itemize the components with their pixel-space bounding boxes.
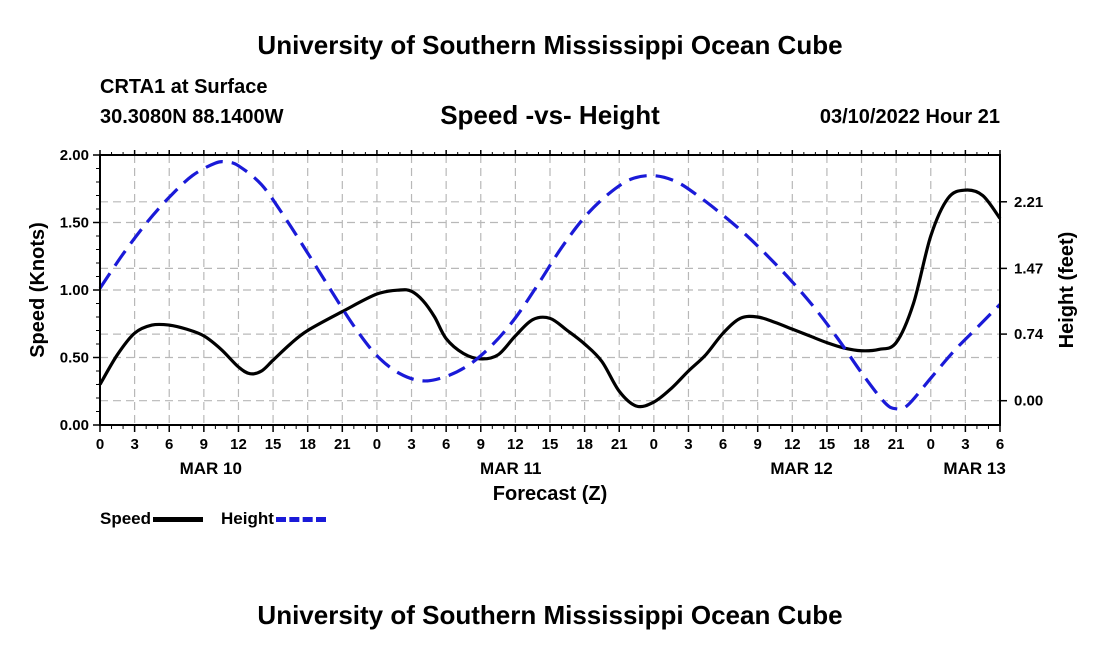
y-tick-label: 0.00 xyxy=(60,417,89,434)
y-tick-label: 0.50 xyxy=(60,350,89,367)
x-date-label: MAR 11 xyxy=(480,459,541,478)
x-tick-label: 12 xyxy=(230,436,247,453)
x-tick-label: 15 xyxy=(542,436,559,453)
x-tick-label: 0 xyxy=(927,436,935,453)
x-tick-label: 18 xyxy=(299,436,316,453)
chart-main-title: University of Southern Mississippi Ocean… xyxy=(257,30,843,60)
station-label: CRTA1 at Surface xyxy=(100,76,268,98)
x-tick-label: 18 xyxy=(853,436,870,453)
y2-axis-title: Height (feet) xyxy=(1056,232,1078,349)
chart-subtitle: Speed -vs- Height xyxy=(440,100,660,130)
footer-title: University of Southern Mississippi Ocean… xyxy=(257,600,843,630)
x-tick-label: 18 xyxy=(576,436,593,453)
y2-tick-label: 2.21 xyxy=(1014,194,1043,211)
x-tick-label: 3 xyxy=(684,436,692,453)
x-tick-label: 9 xyxy=(200,436,208,453)
x-tick-label: 21 xyxy=(611,436,628,453)
x-date-label: MAR 13 xyxy=(943,459,1005,478)
y-tick-label: 2.00 xyxy=(60,147,89,164)
x-tick-label: 21 xyxy=(334,436,351,453)
x-tick-label: 12 xyxy=(784,436,801,453)
y2-tick-label: 0.00 xyxy=(1014,393,1043,410)
x-tick-label: 3 xyxy=(407,436,415,453)
legend-height-label: Height xyxy=(221,509,274,528)
x-tick-label: 21 xyxy=(888,436,905,453)
legend: Speed Height xyxy=(100,509,344,529)
series-layer xyxy=(98,160,1002,411)
legend-speed-label: Speed xyxy=(100,509,152,528)
x-tick-label: 15 xyxy=(265,436,282,453)
x-tick-label: 6 xyxy=(719,436,727,453)
x-tick-label: 15 xyxy=(819,436,836,453)
legend-item-height: Height xyxy=(221,509,326,529)
station-coordinates: 30.3080N 88.1400W xyxy=(100,106,284,128)
forecast-datetime: 03/10/2022 Hour 21 xyxy=(819,106,1000,128)
y-axis-title: Speed (Knots) xyxy=(27,222,49,358)
y-tick-label: 1.50 xyxy=(60,215,89,232)
series-line-speed xyxy=(98,188,1002,409)
axes: 0 3 6 9 12 15 18 21 0 3 6 9 12 15 18 21 0 3 6 9 12 15 18 21 0 3 6 0… xyxy=(60,147,1044,478)
x-tick-label: 0 xyxy=(650,436,658,453)
grid-lines xyxy=(100,155,1000,425)
x-date-label: MAR 10 xyxy=(180,459,242,478)
x-tick-label: 6 xyxy=(165,436,173,453)
x-tick-label: 6 xyxy=(996,436,1004,453)
y2-tick-label: 0.74 xyxy=(1014,326,1044,343)
x-tick-label: 3 xyxy=(130,436,138,453)
x-tick-label: 12 xyxy=(507,436,524,453)
x-date-label: MAR 12 xyxy=(770,459,832,478)
x-tick-label: 9 xyxy=(754,436,762,453)
x-tick-label: 9 xyxy=(477,436,485,453)
series-line-height xyxy=(98,160,1002,411)
legend-item-speed: Speed xyxy=(100,509,204,529)
speed-height-chart: 0 3 6 9 12 15 18 21 0 3 6 9 12 15 18 21 0 3 6 9 12 15 18 21 0 3 6 0… xyxy=(27,147,1078,505)
y2-tick-label: 1.47 xyxy=(1014,260,1043,277)
x-tick-label: 0 xyxy=(373,436,381,453)
x-tick-label: 3 xyxy=(961,436,969,453)
legend-speed-swatch xyxy=(153,516,204,522)
legend-height-swatch xyxy=(275,516,326,522)
x-tick-label: 0 xyxy=(96,436,104,453)
y-tick-label: 1.00 xyxy=(60,282,89,299)
x-tick-label: 6 xyxy=(442,436,450,453)
x-axis-title: Forecast (Z) xyxy=(493,483,607,505)
